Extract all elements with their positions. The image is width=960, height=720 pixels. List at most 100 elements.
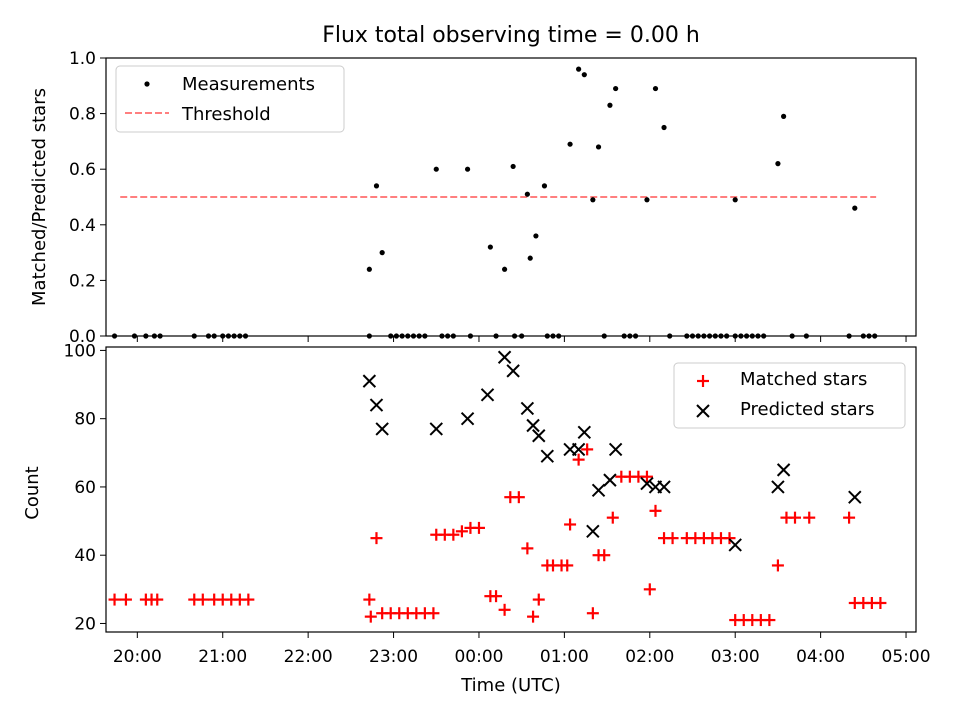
bottom-y-tick-label: 20 [74, 614, 96, 634]
measurement-point [775, 161, 781, 167]
predicted-star-marker [657, 480, 671, 494]
predicted-star-marker [608, 442, 623, 457]
matched-star-marker [581, 443, 594, 456]
top-y-tick-label: 1.0 [69, 49, 96, 69]
predicted-star-marker [480, 388, 495, 402]
predicted-star-marker [532, 429, 546, 443]
top-y-tick-label: 0.8 [69, 105, 96, 125]
matched-star-marker [843, 511, 856, 524]
legend-threshold-label: Threshold [181, 104, 271, 125]
predicted-star-marker [728, 538, 742, 552]
measurement-point [644, 197, 650, 203]
bottom-y-tick-label: 100 [64, 341, 96, 361]
top-y-tick-label: 0.2 [69, 271, 96, 291]
x-tick-label: 03:00 [711, 647, 760, 667]
x-tick-label: 01:00 [540, 647, 589, 667]
top-y-tick-label: 0.4 [69, 216, 96, 236]
x-tick-label: 23:00 [369, 647, 418, 667]
measurement-point [533, 233, 539, 239]
predicted-star-marker [776, 463, 791, 477]
bottom-x-axis-ticks: 20:00 21:00 22:00 23:00 00:00 01:00 02:00 03:00… [113, 632, 931, 667]
predicted-star-marker [362, 374, 377, 388]
predicted-stars-series [362, 350, 862, 552]
predicted-star-marker [603, 473, 617, 487]
matched-star-marker [572, 453, 585, 466]
legend-matched-marker [697, 375, 709, 387]
top-x-axis-ticks [136, 336, 907, 342]
top-y-axis-label: Matched/Predicted stars [29, 88, 50, 306]
matched-star-marker [666, 532, 679, 545]
legend-measurements-marker [144, 81, 150, 87]
measurement-point [852, 205, 858, 211]
measurement-point [590, 197, 596, 203]
matched-star-marker [498, 603, 511, 616]
matched-star-marker [364, 610, 377, 623]
matched-star-marker [561, 559, 574, 572]
top-y-tick-label: 0.0 [69, 327, 96, 347]
bottom-y-tick-label: 60 [74, 478, 96, 498]
chart-title: Flux total observing time = 0.00 h [322, 23, 700, 48]
matched-star-marker [521, 542, 534, 555]
top-legend-box [115, 65, 345, 133]
x-tick-label: 04:00 [796, 647, 845, 667]
matched-star-marker [108, 593, 121, 606]
matched-star-marker [771, 559, 784, 572]
measurement-point [373, 183, 380, 189]
matched-star-marker [242, 593, 255, 606]
top-panel: 0.0 0.2 0.4 0.6 0.8 1.0 Matched/Predicted sta… [29, 49, 917, 347]
matched-star-marker [370, 532, 383, 545]
measurements-series [111, 66, 878, 339]
legend-measurements-label: Measurements [182, 74, 315, 95]
bottom-axes-frame [105, 346, 917, 633]
measurement-point [379, 250, 385, 256]
matched-stars-series [108, 443, 887, 627]
matched-star-marker [874, 596, 887, 609]
x-tick-label: 22:00 [284, 647, 333, 667]
predicted-star-marker [771, 480, 785, 494]
x-tick-label: 05:00 [882, 647, 931, 667]
matched-star-marker [564, 518, 577, 531]
predicted-star-marker [520, 401, 535, 416]
matched-star-marker [723, 532, 736, 545]
predicted-star-marker [429, 422, 443, 436]
matched-star-marker [151, 593, 164, 606]
matched-star-marker [119, 593, 132, 606]
predicted-star-marker [586, 524, 600, 539]
legend-predicted-marker [696, 404, 710, 418]
legend-matched-label: Matched stars [740, 369, 867, 390]
matched-star-marker [598, 549, 611, 562]
measurement-point [781, 113, 787, 119]
predicted-star-marker [375, 422, 389, 436]
matched-star-marker [788, 511, 801, 524]
measurement-point [732, 197, 738, 203]
measurement-point [581, 72, 587, 78]
matched-star-marker [363, 593, 376, 606]
x-tick-label: 00:00 [454, 647, 503, 667]
predicted-star-marker [577, 425, 592, 440]
measurement-point [487, 244, 493, 250]
matched-star-marker [472, 521, 485, 534]
measurement-point [510, 163, 516, 170]
measurement-point [433, 166, 439, 172]
predicted-star-marker [591, 483, 606, 498]
matched-star-marker [512, 491, 525, 504]
matched-star-marker [490, 590, 503, 603]
matched-star-marker [586, 607, 599, 620]
predicted-star-marker [540, 449, 555, 463]
bottom-legend-box [673, 362, 906, 429]
measurement-point [613, 85, 619, 92]
measurement-point [501, 266, 508, 272]
predicted-star-marker [497, 350, 512, 364]
measurement-point [595, 144, 602, 150]
matched-star-marker [803, 511, 816, 524]
bottom-y-axis-label: Count [22, 466, 43, 519]
top-y-axis-ticks: 0.0 0.2 0.4 0.6 0.8 1.0 [69, 49, 106, 347]
bottom-legend: Matched stars Predicted stars [673, 362, 906, 429]
x-axis-label: Time (UTC) [460, 675, 561, 696]
bottom-y-tick-label: 40 [74, 546, 96, 566]
matched-star-marker [527, 610, 540, 623]
matched-star-marker [455, 525, 468, 538]
measurement-point [464, 166, 471, 172]
top-axes-frame [105, 57, 917, 337]
